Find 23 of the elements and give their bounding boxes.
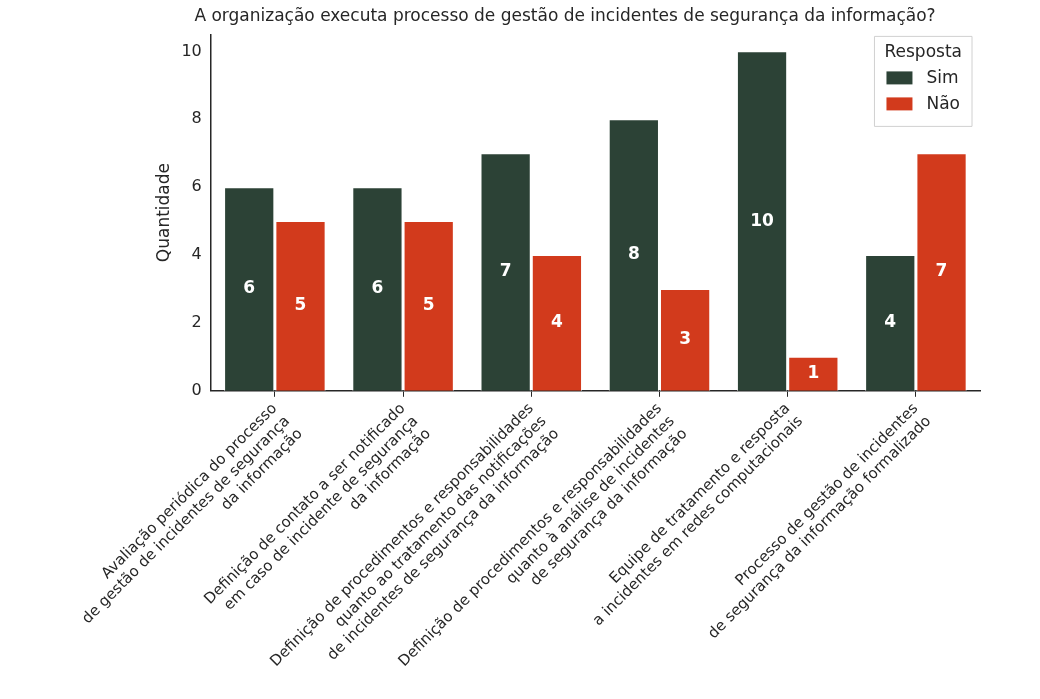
data-label: 6 <box>371 277 384 298</box>
data-label: 10 <box>750 209 775 230</box>
y-tick-label: 4 <box>191 244 202 264</box>
data-label: 3 <box>679 328 692 349</box>
data-label: 5 <box>294 294 307 315</box>
data-label: 7 <box>935 260 948 281</box>
chart-title: A organização executa processo de gestão de incidentes de segurança da informação? <box>194 4 936 25</box>
legend-title: Resposta <box>884 40 962 61</box>
data-label: 4 <box>551 311 563 332</box>
y-tick-label: 0 <box>191 379 202 399</box>
legend-label: Não <box>926 92 961 113</box>
y-tick-label: 8 <box>191 108 202 128</box>
data-label: 5 <box>422 294 435 315</box>
data-label: 1 <box>807 362 820 383</box>
y-tick-label: 6 <box>191 176 202 196</box>
data-label: 7 <box>499 260 512 281</box>
y-axis-title: Quantidade <box>152 163 173 263</box>
legend-label: Sim <box>926 66 959 87</box>
data-label: 8 <box>627 243 640 264</box>
data-label: 4 <box>884 311 897 332</box>
y-tick-label: 2 <box>191 312 202 332</box>
data-label: 6 <box>243 277 256 298</box>
y-tick-label: 10 <box>181 40 202 60</box>
